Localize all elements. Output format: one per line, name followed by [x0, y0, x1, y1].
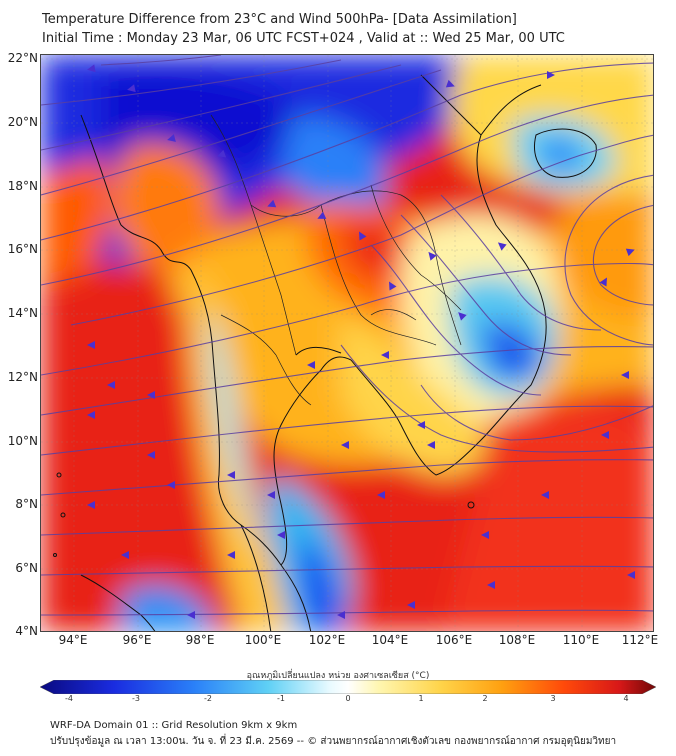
colorbar-tick-3: 3: [550, 694, 556, 703]
colorbar-title: อุณหภูมิเปลี่ยนแปลง หน่วย องศาเซลเซียส (…: [246, 671, 430, 681]
colorbar-tick-1: 1: [418, 694, 424, 703]
colorbar-tick-2: 2: [482, 694, 488, 703]
lon-label-102e: 102°E: [308, 633, 346, 647]
colorbar-tick-m4: -4: [65, 694, 73, 703]
lon-label-112e: 112°E: [621, 633, 659, 647]
lon-label-106e: 106°E: [435, 633, 473, 647]
footer: WRF-DA Domain 01 :: Grid Resolution 9km …: [50, 718, 616, 750]
temperature-wind-map: [41, 55, 653, 631]
lat-label-4n: 4°N: [15, 624, 38, 638]
lat-label-8n: 8°N: [15, 497, 38, 511]
lat-label-12n: 12°N: [7, 370, 38, 384]
lon-label-104e: 104°E: [371, 633, 409, 647]
lat-label-14n: 14°N: [7, 306, 38, 320]
colorbar-tick-m2: -2: [204, 694, 212, 703]
map-title: Temperature Difference from 23°C and Win…: [42, 10, 565, 48]
lat-label-10n: 10°N: [7, 434, 38, 448]
lat-label-16n: 16°N: [7, 242, 38, 256]
colorbar-tick-4: 4: [623, 694, 629, 703]
lon-label-94e: 94°E: [58, 633, 88, 647]
colorbar-tick-m3: -3: [132, 694, 140, 703]
title-line-1: Temperature Difference from 23°C and Win…: [42, 12, 517, 27]
country-borders: [210, 114, 462, 406]
lon-label-110e: 110°E: [562, 633, 600, 647]
lon-label-98e: 98°E: [185, 633, 215, 647]
colorbar: [40, 680, 656, 694]
footer-credit: ปรับปรุงข้อมูล ณ เวลา 13:00น. วัน จ. ที่…: [50, 736, 617, 747]
lat-label-18n: 18°N: [7, 179, 38, 193]
wind-streamlines: [41, 55, 653, 616]
lon-label-108e: 108°E: [498, 633, 536, 647]
temperature-field: [41, 55, 653, 631]
map-panel[interactable]: [40, 54, 654, 632]
lat-label-20n: 20°N: [7, 115, 38, 129]
lon-label-100e: 100°E: [244, 633, 282, 647]
lon-label-96e: 96°E: [122, 633, 152, 647]
coastlines: [53, 74, 597, 631]
footer-model-info: WRF-DA Domain 01 :: Grid Resolution 9km …: [50, 720, 298, 731]
lat-label-22n: 22°N: [7, 51, 38, 65]
colorbar-tick-m1: -1: [277, 694, 285, 703]
colorbar-tick-0: 0: [345, 694, 351, 703]
graticule: [41, 55, 653, 631]
title-line-2: Initial Time : Monday 23 Mar, 06 UTC FCS…: [42, 31, 565, 46]
lat-label-6n: 6°N: [15, 561, 38, 575]
wind-arrows: [87, 64, 635, 619]
